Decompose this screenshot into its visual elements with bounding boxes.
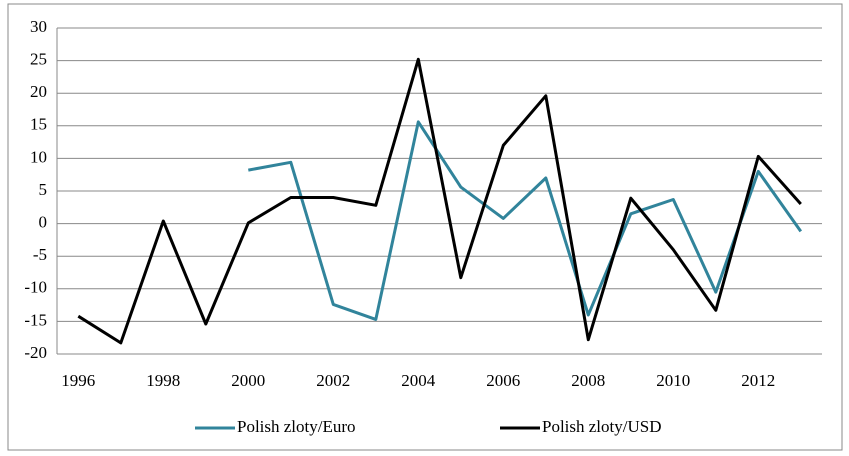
series-line xyxy=(77,57,802,345)
y-tick-label: 30 xyxy=(30,17,47,36)
y-tick-label: 5 xyxy=(39,180,48,199)
x-tick-label: 2012 xyxy=(741,371,775,390)
y-tick-label: -5 xyxy=(33,245,47,264)
y-tick-label: -15 xyxy=(24,310,47,329)
legend-label: Polish zloty/USD xyxy=(542,417,662,436)
x-tick-label: 2006 xyxy=(486,371,520,390)
x-tick-label: 1996 xyxy=(61,371,95,390)
x-tick-label: 2008 xyxy=(571,371,605,390)
y-tick-label: 25 xyxy=(30,50,47,69)
x-tick-label: 1998 xyxy=(146,371,180,390)
x-tick-label: 2004 xyxy=(401,371,436,390)
y-tick-label: 0 xyxy=(39,213,48,232)
x-tick-label: 2002 xyxy=(316,371,350,390)
y-tick-label: 15 xyxy=(30,115,47,134)
y-tick-label: -20 xyxy=(24,343,47,362)
legend-label: Polish zloty/Euro xyxy=(237,417,356,436)
y-tick-label: 10 xyxy=(30,147,47,166)
y-tick-label: 20 xyxy=(30,82,47,101)
x-tick-label: 2010 xyxy=(656,371,690,390)
series-line xyxy=(248,120,803,321)
x-tick-label: 2000 xyxy=(231,371,265,390)
chart-frame xyxy=(7,3,843,451)
y-tick-label: -10 xyxy=(24,278,47,297)
